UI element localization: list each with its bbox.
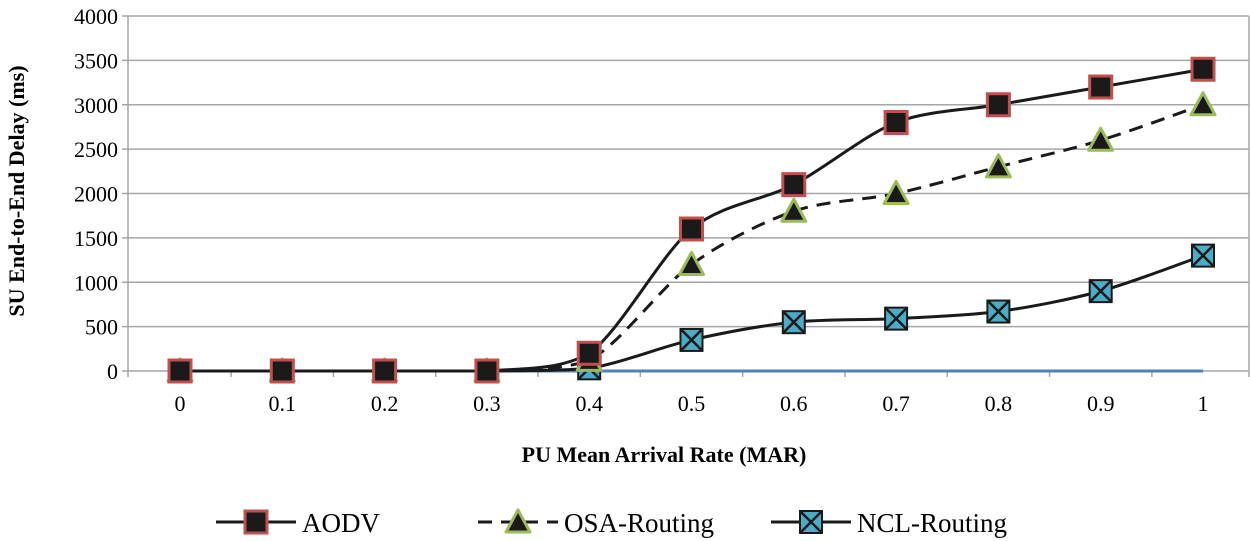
data-point-osa-routing (1087, 126, 1115, 152)
data-point-ncl-routing (1191, 243, 1215, 268)
legend-marker-cross-b (800, 511, 822, 533)
data-point-aodv (679, 216, 704, 242)
data-point-osa-routing (984, 153, 1012, 179)
y-tick-label: 0 (107, 359, 118, 384)
grid-lines (122, 15, 1250, 377)
x-tick-label: 0.5 (678, 391, 706, 416)
x-tick-label: 0.6 (780, 391, 808, 416)
x-tick-label: 1 (1198, 391, 1209, 416)
data-point-aodv (269, 358, 295, 384)
y-tick-label: 2500 (74, 137, 118, 162)
data-point-aodv (985, 92, 1011, 118)
y-tick-label: 1000 (74, 270, 118, 295)
legend-item-ncl-routing: NCL-Routing (771, 508, 1007, 538)
x-tick-label: 0.9 (1087, 391, 1115, 416)
x-axis-title: PU Mean Arrival Rate (MAR) (522, 442, 807, 467)
data-point-aodv (167, 358, 193, 384)
x-tick-label: 0.2 (371, 391, 399, 416)
x-tick-label: 0.3 (473, 391, 501, 416)
data-point-ncl-routing (986, 299, 1011, 324)
legend-item-aodv: AODV (216, 508, 380, 538)
data-point-aodv (781, 172, 807, 198)
x-axis-ticks: 0 0.1 0.2 0.3 0.4 0.5 0.6 0.7 0.8 0.9 1 (175, 391, 1209, 416)
y-axis-title: SU End-to-End Delay (ms) (4, 65, 29, 316)
series-group (166, 56, 1217, 384)
data-point-aodv (1088, 74, 1114, 100)
series-line-osa-routing (179, 103, 1204, 373)
data-point-ncl-routing (781, 310, 806, 335)
data-point-aodv (1190, 56, 1216, 82)
data-point-ncl-routing-cross-b (987, 300, 1010, 323)
y-axis-ticks: 0 500 1000 1500 2000 2500 3000 3500 4000 (74, 4, 118, 384)
x-tick-label: 0.4 (575, 391, 603, 416)
legend-label: AODV (302, 508, 380, 538)
data-point-ncl-routing (679, 327, 704, 352)
data-point-ncl-routing (884, 306, 909, 331)
x-tick-label: 0.1 (269, 391, 297, 416)
legend-label: OSA-Routing (564, 508, 714, 538)
x-tick-label: 0 (175, 391, 186, 416)
data-point-aodv (372, 358, 398, 384)
data-point-aodv (883, 110, 909, 135)
data-point-osa-routing (1189, 91, 1217, 117)
data-point-osa-routing (780, 197, 808, 223)
data-point-ncl-routing-cross-b (680, 329, 703, 351)
legend-marker (504, 508, 532, 534)
legend-item-osa-routing: OSA-Routing (478, 508, 714, 538)
legend-marker (243, 509, 269, 535)
y-tick-label: 4000 (74, 4, 118, 29)
y-tick-label: 3500 (74, 48, 118, 73)
x-tick-label: 0.8 (985, 391, 1013, 416)
data-point-aodv (474, 358, 500, 384)
y-tick-label: 1500 (74, 226, 118, 251)
data-point-ncl-routing-cross-b (885, 307, 907, 330)
data-point-ncl-routing-cross-b (1089, 280, 1112, 303)
y-tick-label: 3000 (74, 93, 118, 118)
y-tick-label: 500 (85, 315, 118, 340)
legend-marker (799, 510, 823, 534)
data-point-aodv (576, 340, 602, 366)
data-point-osa-routing (882, 180, 910, 205)
data-point-ncl-routing-cross-b (1192, 244, 1214, 267)
x-tick-label: 0.7 (882, 391, 910, 416)
data-point-ncl-routing-cross-b (782, 311, 805, 334)
data-point-ncl-routing (1088, 279, 1113, 304)
legend: AODV OSA-Routing NCL-Routing (216, 508, 1007, 538)
legend-label: NCL-Routing (857, 508, 1007, 538)
data-point-osa-routing (678, 251, 705, 276)
y-tick-label: 2000 (74, 182, 118, 207)
